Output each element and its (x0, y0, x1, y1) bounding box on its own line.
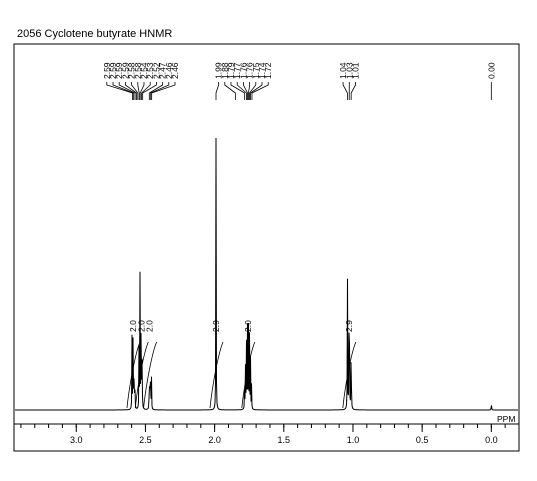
peak-shift-label: 1.88 (220, 62, 230, 79)
peak-label-leg (137, 82, 140, 100)
integration-label: 2.0 (145, 320, 155, 332)
peak-label-leg (150, 82, 170, 100)
peak-shift-label: 2.58 (127, 62, 137, 79)
peak-label-leg (106, 82, 133, 100)
integration-label: 2.0 (128, 320, 138, 332)
peak-shift-label: 2.59 (120, 62, 130, 79)
x-axis-ticks: 3.0 2.5 2.0 1.5 1.0 0.5 0.0 (20, 424, 506, 445)
peak-label-leg (342, 82, 348, 100)
peak-label-leg (139, 82, 145, 100)
integration-curves: 2.02.02.0 2.9 2.0 2.9 (126, 320, 357, 409)
peak-label-leg (125, 82, 137, 100)
peak-label-leg (249, 82, 257, 100)
peak-labels: 2.592.592.592.592.582.582.542.532.522.47… (102, 62, 496, 100)
peak-label-leg (236, 82, 247, 100)
peak-label-leg (248, 82, 250, 100)
x-tick-label: 0.0 (485, 435, 498, 445)
peak-label-leg (251, 82, 269, 100)
peak-shift-label: 1.99 (214, 62, 224, 79)
peak-shift-label: 1.76 (245, 62, 255, 79)
x-tick-label: 2.0 (208, 435, 221, 445)
x-tick-label: 1.0 (347, 435, 360, 445)
x-tick-label: 2.5 (139, 435, 152, 445)
peak-shift-label: 2.54 (139, 62, 149, 79)
peak-shift-label: 1.75 (251, 62, 261, 79)
peak-label-leg (112, 82, 135, 100)
peak-label-leg (141, 82, 151, 100)
peak-label-leg (242, 82, 248, 100)
peak-shift-label: 2.59 (108, 62, 118, 79)
chart-title: 2056 Cyclotene butyrate HNMR (17, 28, 172, 40)
peak-label-leg (230, 82, 246, 100)
x-tick-label: 1.5 (278, 435, 291, 445)
peak-shift-label: 1.04 (338, 62, 348, 79)
peak-label-leg (215, 82, 219, 100)
peak-shift-label: 2.59 (114, 62, 124, 79)
peak-shift-label: 1.72 (263, 62, 273, 79)
peak-label-leg (148, 82, 164, 100)
peak-shift-label: 2.52 (151, 62, 161, 79)
peak-shift-label: 2.47 (158, 62, 168, 79)
peak-label-leg (350, 82, 356, 100)
plot-frame (13, 43, 520, 452)
peak-label-leg (250, 82, 263, 100)
peak-shift-label: 2.59 (102, 62, 112, 79)
peak-shift-label: 0.00 (486, 62, 496, 79)
peak-label-leg (224, 82, 236, 100)
x-axis-unit-label: PPM (497, 414, 515, 424)
peak-shift-label: 2.53 (145, 62, 155, 79)
peak-shift-label: 1.74 (257, 62, 267, 79)
peak-shift-label: 2.58 (133, 62, 143, 79)
x-tick-label: 0.5 (416, 435, 429, 445)
peak-shift-label: 1.76 (238, 62, 248, 79)
spectrum-trace (15, 137, 518, 411)
peak-shift-label: 1.77 (232, 62, 242, 79)
integration-label: 2.9 (344, 320, 354, 332)
peak-label-leg (142, 82, 157, 100)
integration-curve (143, 341, 157, 409)
peak-shift-label: 2.46 (170, 62, 180, 79)
peak-shift-label: 1.79 (226, 62, 236, 79)
peak-label-leg (131, 82, 139, 100)
peak-shift-label: 2.46 (164, 62, 174, 79)
peak-shift-label: 1.01 (350, 62, 360, 79)
integration-label: 2.0 (136, 320, 146, 332)
x-tick-label: 3.0 (70, 435, 83, 445)
peak-shift-label: 1.03 (344, 62, 354, 79)
peak-label-leg (118, 82, 136, 100)
peak-label-leg (151, 82, 176, 100)
